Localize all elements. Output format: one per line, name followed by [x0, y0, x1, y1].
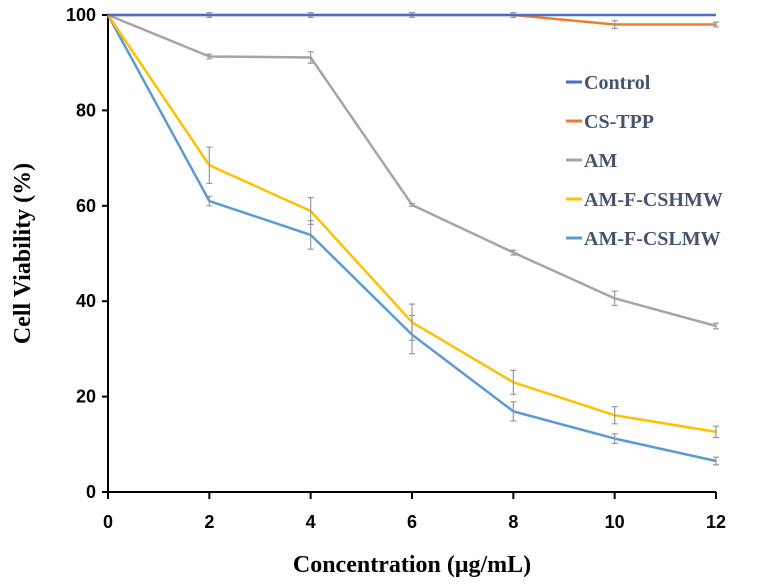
legend-label: AM-F-CSHMW [584, 189, 723, 211]
y-tick-label: 100 [66, 5, 96, 25]
series-line [107, 13, 717, 328]
error-bar [713, 21, 719, 28]
error-bar [713, 322, 719, 330]
error-bar [307, 197, 314, 226]
error-bar [510, 249, 517, 256]
y-tick-label: 0 [86, 482, 96, 502]
error-bar [611, 290, 618, 307]
error-bar [713, 425, 719, 439]
error-bar [206, 53, 213, 60]
error-bar [206, 195, 213, 207]
legend-label: AM [584, 150, 617, 172]
error-bar [611, 433, 618, 444]
error-bar [510, 401, 517, 422]
x-tick-label: 4 [306, 512, 316, 532]
legend: Control CS-TPP AM AM-F-CSHMW AM-F-CSLMW [566, 72, 723, 250]
error-bar [307, 51, 314, 64]
error-bar [409, 303, 415, 341]
y-ticks: 0 20 40 60 80 100 [66, 5, 108, 502]
x-tick-label: 6 [407, 512, 417, 532]
x-tick-label: 8 [508, 512, 518, 532]
legend-item: AM-F-CSLMW [566, 228, 721, 250]
y-axis-title: Cell Viability (%) [10, 163, 36, 344]
x-tick-label: 10 [605, 512, 625, 532]
legend-item: AM-F-CSHMW [566, 189, 723, 211]
legend-item: Control [566, 72, 651, 94]
x-tick-label: 12 [706, 512, 726, 532]
y-tick-label: 80 [76, 100, 96, 120]
error-bar [611, 406, 618, 425]
y-tick-label: 20 [76, 387, 96, 407]
legend-label: AM-F-CSLMW [584, 228, 721, 250]
y-tick-label: 40 [76, 291, 96, 311]
error-bar [713, 456, 719, 466]
x-tick-label: 0 [103, 512, 113, 532]
legend-label: CS-TPP [584, 111, 654, 133]
error-bar [510, 369, 517, 395]
legend-item: AM [566, 150, 617, 172]
x-ticks: 0 2 4 6 8 10 12 [103, 492, 726, 532]
error-bar [611, 20, 618, 29]
y-tick-label: 60 [76, 196, 96, 216]
legend-label: Control [584, 72, 651, 94]
series-group [106, 12, 719, 466]
series-am-f-cshmw [106, 14, 719, 439]
x-tick-label: 2 [204, 512, 214, 532]
series-am [107, 13, 719, 330]
legend-item: CS-TPP [566, 111, 654, 133]
error-bar [409, 202, 415, 207]
x-axis-title: Concentration (μg/mL) [293, 552, 531, 578]
error-bar [206, 146, 213, 184]
